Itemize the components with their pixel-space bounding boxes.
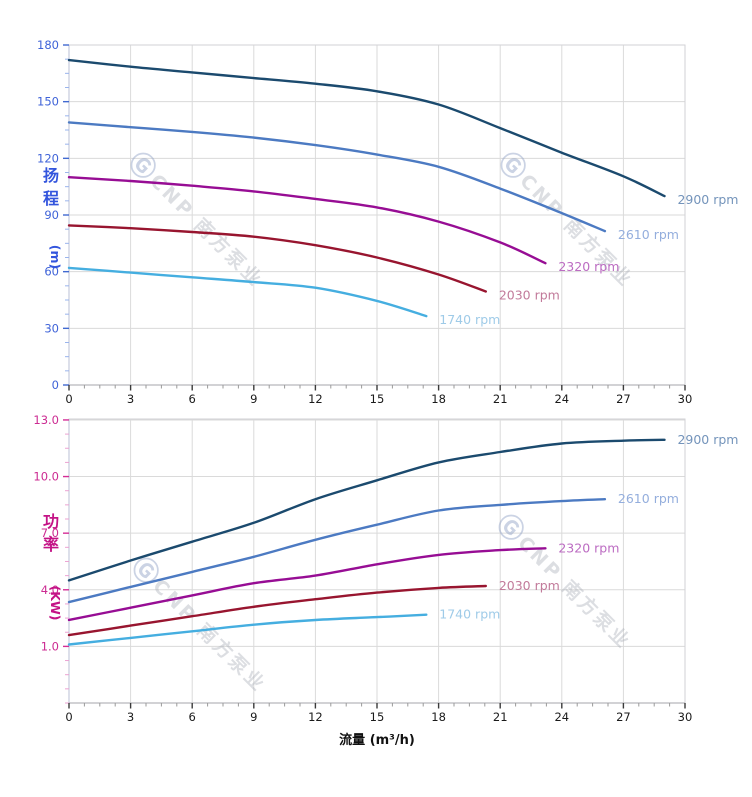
- curve-label-2900rpm: 2900 rpm: [677, 432, 738, 447]
- x-tick-label: 18: [431, 392, 446, 406]
- x-tick-label: 15: [370, 710, 385, 724]
- x-tick-label: 6: [189, 392, 196, 406]
- curve-2900rpm: [67, 438, 666, 582]
- y-axis-title: 程: [43, 189, 59, 208]
- y-tick-label: 30: [44, 321, 59, 335]
- y-tick-label: 60: [44, 265, 59, 279]
- y-tick-label: 4.0: [41, 583, 59, 597]
- x-tick-label: 12: [308, 392, 323, 406]
- curve-label-2900rpm: 2900 rpm: [677, 192, 738, 207]
- curve-label-2030rpm: 2030 rpm: [499, 578, 560, 593]
- x-tick-label: 27: [616, 392, 631, 406]
- x-tick-label: 9: [250, 710, 257, 724]
- curve-2030rpm: [67, 224, 487, 293]
- curve-2320rpm: [67, 547, 547, 622]
- x-tick-label: 27: [616, 710, 631, 724]
- y-tick-label: 10.0: [33, 470, 59, 484]
- curve-1740rpm: [67, 613, 428, 646]
- curve-label-2610rpm: 2610 rpm: [618, 227, 679, 242]
- x-tick-label: 6: [189, 710, 196, 724]
- curve-label-2030rpm: 2030 rpm: [499, 288, 560, 303]
- x-tick-label: 24: [554, 710, 569, 724]
- y-axis-unit: (m): [48, 245, 63, 269]
- y-tick-label: 7.0: [41, 526, 59, 540]
- x-tick-label: 30: [678, 392, 693, 406]
- y-tick-label: 90: [44, 208, 59, 222]
- curve-2900rpm: [67, 58, 666, 198]
- curve-label-1740rpm: 1740 rpm: [439, 312, 500, 327]
- y-tick-label: 180: [37, 38, 59, 52]
- x-tick-label: 21: [493, 710, 508, 724]
- x-tick-label: 24: [554, 392, 569, 406]
- y-tick-label: 150: [37, 95, 59, 109]
- x-tick-label: 21: [493, 392, 508, 406]
- y-tick-label: 13.0: [33, 413, 59, 427]
- y-tick-label: 0: [52, 378, 59, 392]
- x-tick-label: 3: [127, 392, 134, 406]
- x-tick-label: 0: [65, 392, 72, 406]
- y-tick-label: 1.0: [41, 639, 59, 653]
- curve-label-1740rpm: 1740 rpm: [439, 607, 500, 622]
- curve-1740rpm: [67, 266, 428, 318]
- x-tick-label: 15: [370, 392, 385, 406]
- x-tick-label: 30: [678, 710, 693, 724]
- curve-label-2320rpm: 2320 rpm: [558, 540, 619, 555]
- y-tick-label: 120: [37, 151, 59, 165]
- curve-2610rpm: [67, 498, 607, 604]
- curve-2320rpm: [67, 176, 547, 265]
- curve-label-2320rpm: 2320 rpm: [558, 259, 619, 274]
- curve-2610rpm: [67, 121, 607, 233]
- y-axis-title: 扬: [43, 166, 59, 185]
- y-axis-title: 率: [43, 535, 59, 554]
- x-tick-label: 0: [65, 710, 72, 724]
- x-tick-label: 12: [308, 710, 323, 724]
- y-axis-title: 功: [43, 512, 59, 531]
- curve-label-2610rpm: 2610 rpm: [618, 491, 679, 506]
- x-tick-label: 18: [431, 710, 446, 724]
- x-tick-label: 3: [127, 710, 134, 724]
- x-axis-title: 流量 (m³/h): [339, 732, 415, 748]
- curve-2030rpm: [67, 584, 487, 637]
- y-axis-unit: (KW): [48, 586, 63, 621]
- x-tick-label: 9: [250, 392, 257, 406]
